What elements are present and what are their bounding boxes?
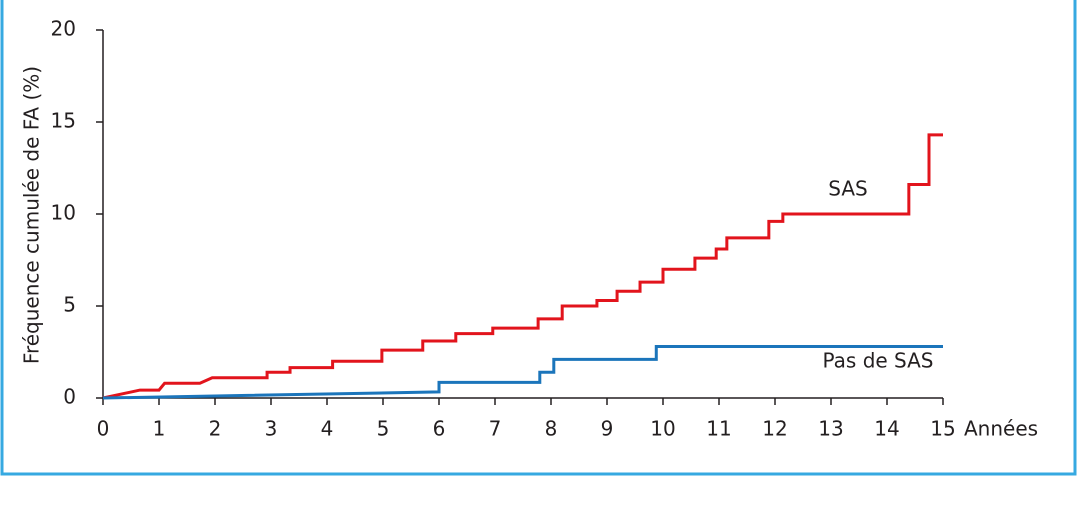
x-tick-label: 1 (153, 417, 166, 441)
frame (0, 0, 1077, 476)
y-tick-label: 5 (63, 293, 76, 317)
x-tick-label: 2 (209, 417, 222, 441)
x-tick-label: 7 (489, 417, 502, 441)
x-tick-label: 15 (930, 417, 955, 441)
series-line (102, 344, 943, 400)
x-axis-label: Années (964, 417, 1038, 441)
x-tick-label: 9 (601, 417, 614, 441)
x-tick-label: 3 (265, 417, 278, 441)
x-tick-label: 5 (377, 417, 390, 441)
series-label: SAS (828, 177, 867, 201)
x-tick-label: 14 (874, 417, 899, 441)
x-tick-label: 6 (433, 417, 446, 441)
y-tick-label: 15 (51, 109, 76, 133)
y-tick-label: 20 (51, 17, 76, 41)
series-label: Pas de SAS (823, 349, 934, 373)
x-tick-label: 10 (650, 417, 675, 441)
x-tick-label: 12 (762, 417, 787, 441)
x-tick-label: 11 (706, 417, 731, 441)
y-tick-label: 0 (63, 385, 76, 409)
x-tick-label: 8 (545, 417, 558, 441)
series-line (102, 133, 943, 400)
y-axis-label: Fréquence cumulée de FA (%) (20, 66, 44, 364)
x-tick-label: 0 (97, 417, 110, 441)
y-tick-label: 10 (51, 201, 76, 225)
x-tick-label: 13 (818, 417, 843, 441)
x-tick-label: 4 (321, 417, 334, 441)
